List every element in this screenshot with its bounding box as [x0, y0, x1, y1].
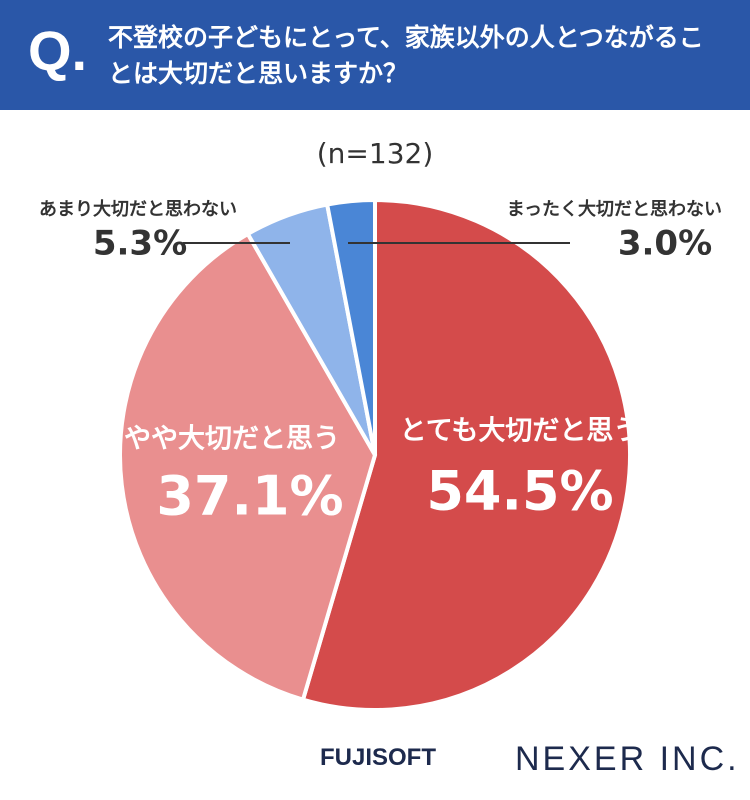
chart-title: 不登校の子どもにとって、家族以外の人とつながることは大切だと思いますか？: [108, 23, 704, 88]
subtitle: (n=132): [317, 137, 434, 170]
pie-slice: [118, 231, 378, 703]
footer: FUJISOFT NEXER INC.: [0, 730, 750, 790]
category-label: まったく大切だと思わない: [507, 198, 722, 220]
logo: NEXER INC.: [515, 740, 740, 778]
category-label: あまり大切だと思わない: [39, 198, 237, 220]
value-label: 54.5%: [426, 460, 613, 523]
value-label: 3.0%: [618, 224, 712, 264]
value-label: 37.1%: [156, 465, 343, 528]
value-label: 5.3%: [93, 224, 187, 264]
chart: (n=132) とても大切だと思う 54.5% やや大切だと思う 37.1% あまり大切…: [39, 137, 722, 712]
category-label: とても大切だと思う: [400, 416, 641, 447]
pie-slice: [324, 197, 377, 456]
logo: FUJISOFT: [320, 744, 437, 771]
category-label: やや大切だと思う: [124, 424, 340, 455]
question-mark: Q.: [28, 19, 88, 82]
pie-slice: [300, 197, 632, 712]
header: Q. 不登校の子どもにとって、家族以外の人とつながることは大切だと思いますか？: [0, 0, 750, 110]
